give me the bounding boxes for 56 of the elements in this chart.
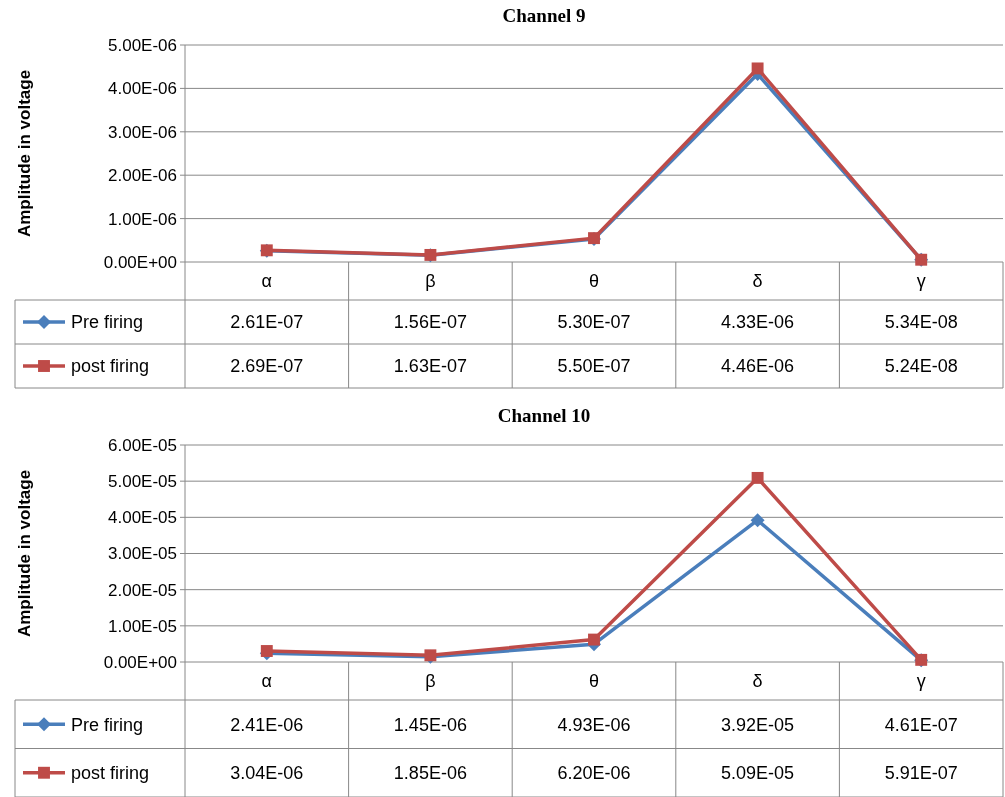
y-tick-label: 5.00E-06 — [108, 35, 177, 55]
y-tick-label: 4.00E-06 — [108, 79, 177, 99]
chart-title: Channel 10 — [497, 405, 591, 426]
y-tick-label: 4.00E-05 — [108, 508, 177, 528]
y-tick-label: 0.00E+00 — [103, 652, 177, 672]
data-label: 5.24E-08 — [884, 356, 958, 377]
legend-label: post firing — [71, 763, 150, 784]
data-label: 5.34E-08 — [884, 312, 958, 333]
y-tick-label: 6.00E-05 — [108, 435, 177, 455]
legend-label: Pre firing — [71, 312, 144, 333]
data-label: 5.50E-07 — [557, 356, 631, 377]
data-label: 2.69E-07 — [230, 356, 304, 377]
point — [751, 471, 764, 484]
x-tick-label: δ — [752, 671, 763, 692]
x-tick-label: β — [425, 671, 436, 692]
data-label: 6.20E-06 — [557, 763, 631, 784]
legend-label: Pre firing — [71, 714, 144, 735]
y-axis-title: Amplitude in voltage — [15, 69, 34, 238]
data-label: 3.04E-06 — [230, 763, 304, 784]
point — [260, 645, 273, 657]
data-label: 1.56E-07 — [393, 312, 467, 333]
data-label: 5.30E-07 — [557, 312, 631, 333]
x-tick-label: γ — [916, 271, 926, 292]
chart-title: Channel 9 — [502, 5, 586, 26]
y-tick-label: 2.00E-06 — [108, 166, 177, 186]
data-label: 5.09E-05 — [721, 763, 795, 784]
point — [588, 633, 600, 646]
legend-label: post firing — [71, 356, 150, 377]
data-label: 2.61E-07 — [230, 312, 304, 333]
y-tick-label: 5.00E-05 — [108, 472, 177, 492]
data-label: 3.92E-05 — [721, 714, 795, 735]
x-tick-label: γ — [916, 671, 926, 692]
point — [751, 62, 764, 75]
y-tick-label: 1.00E-06 — [108, 209, 177, 229]
x-tick-label: β — [425, 271, 436, 292]
data-label: 1.63E-07 — [393, 356, 467, 377]
y-tick-label: 3.00E-05 — [108, 544, 177, 564]
y-tick-label: 3.00E-06 — [108, 122, 177, 142]
x-tick-label: δ — [752, 271, 763, 292]
x-tick-label: α — [261, 671, 272, 692]
data-label: 4.61E-07 — [884, 714, 958, 735]
y-tick-label: 2.00E-05 — [108, 580, 177, 600]
data-label: 1.85E-06 — [393, 763, 467, 784]
data-label: 4.93E-06 — [557, 714, 631, 735]
data-label: 2.41E-06 — [230, 714, 304, 735]
y-tick-label: 1.00E-05 — [108, 616, 177, 636]
y-tick-label: 0.00E+00 — [103, 252, 177, 272]
data-label: 4.33E-06 — [721, 312, 795, 333]
x-tick-label: θ — [588, 671, 600, 692]
point — [750, 513, 765, 528]
data-label: 4.46E-06 — [721, 356, 795, 377]
x-tick-label: α — [261, 271, 272, 292]
data-label: 1.45E-06 — [393, 714, 467, 735]
y-axis-title: Amplitude in voltage — [15, 469, 34, 638]
data-label: 5.91E-07 — [884, 763, 958, 784]
x-tick-label: θ — [588, 271, 600, 292]
